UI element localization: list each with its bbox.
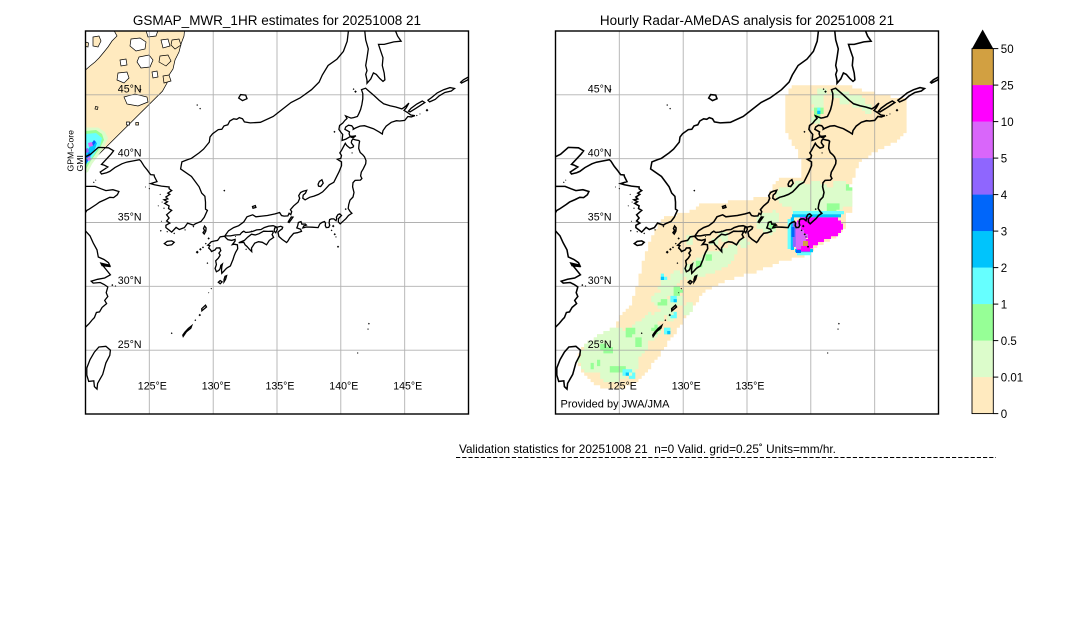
svg-text:130°E: 130°E (202, 381, 231, 393)
svg-text:35°N: 35°N (588, 211, 612, 223)
svg-text:45°N: 45°N (118, 84, 142, 96)
svg-text:130°E: 130°E (672, 381, 701, 393)
svg-text:25°N: 25°N (588, 339, 612, 351)
svg-text:GMI: GMI (75, 155, 85, 171)
svg-text:GSMAP_MWR_1HR estimates for 20: GSMAP_MWR_1HR estimates for 20251008 21 (133, 13, 421, 28)
svg-text:4: 4 (1001, 190, 1008, 202)
svg-text:GPM-Core: GPM-Core (66, 130, 76, 172)
svg-text:40°N: 40°N (588, 148, 612, 160)
svg-text:0: 0 (1001, 409, 1007, 421)
svg-text:125°E: 125°E (608, 381, 637, 393)
svg-text:140°E: 140°E (329, 381, 358, 393)
svg-text:145°E: 145°E (393, 381, 422, 393)
svg-text:0.01: 0.01 (1001, 372, 1023, 384)
svg-text:Hourly Radar-AMeDAS analysis f: Hourly Radar-AMeDAS analysis for 2025100… (600, 13, 894, 28)
svg-text:3: 3 (1001, 226, 1007, 238)
svg-text:1: 1 (1001, 299, 1007, 311)
svg-text:135°E: 135°E (736, 381, 765, 393)
svg-text:0.5: 0.5 (1001, 336, 1017, 348)
svg-text:25°N: 25°N (118, 339, 142, 351)
svg-text:30°N: 30°N (118, 275, 142, 287)
svg-text:Validation statistics for 2025: Validation statistics for 20251008 21 n=… (459, 442, 836, 456)
svg-text:2: 2 (1001, 263, 1007, 275)
svg-text:45°N: 45°N (588, 84, 612, 96)
svg-text:35°N: 35°N (118, 211, 142, 223)
svg-text:30°N: 30°N (588, 275, 612, 287)
svg-text:125°E: 125°E (138, 381, 167, 393)
svg-text:25: 25 (1001, 80, 1014, 92)
svg-text:10: 10 (1001, 117, 1014, 129)
svg-text:5: 5 (1001, 153, 1007, 165)
svg-text:50: 50 (1001, 44, 1014, 56)
svg-text:40°N: 40°N (118, 148, 142, 160)
svg-text:135°E: 135°E (266, 381, 295, 393)
svg-text:Provided by JWA/JMA: Provided by JWA/JMA (561, 399, 671, 411)
